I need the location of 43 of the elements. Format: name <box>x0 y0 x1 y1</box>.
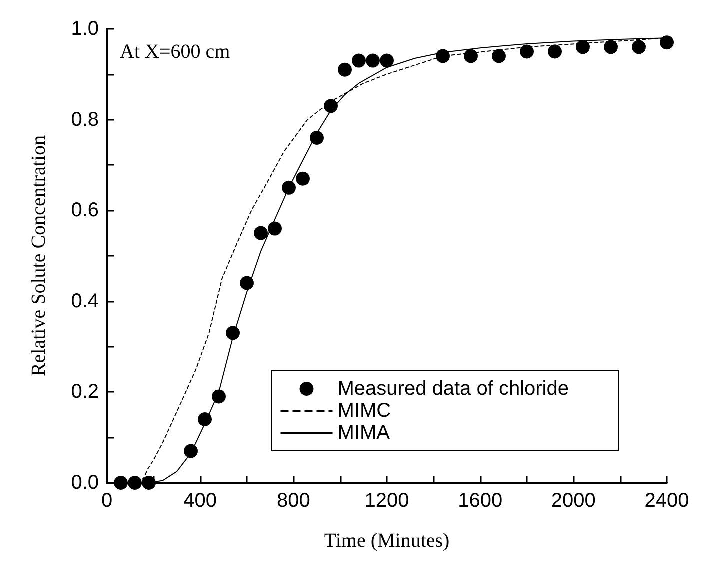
annotation: At X=600 cm <box>120 41 231 63</box>
legend-label: MIMC <box>338 400 392 422</box>
point <box>268 222 282 236</box>
point <box>380 54 394 68</box>
point <box>576 40 590 54</box>
y-tick-label: 1.0 <box>71 18 99 40</box>
point <box>548 44 562 59</box>
point <box>310 130 324 145</box>
point <box>632 40 646 54</box>
x-tick-label: 2000 <box>551 490 596 512</box>
point <box>296 172 310 186</box>
legend-label: MIMA <box>338 422 391 444</box>
point <box>464 49 478 64</box>
x-tick-label: 2400 <box>644 490 690 512</box>
legend-label: Measured data of chloride <box>338 378 569 400</box>
y-tick-label: 0.4 <box>71 290 99 312</box>
y-tick-label: 0.2 <box>71 381 99 404</box>
point <box>114 476 128 490</box>
point <box>366 54 380 68</box>
point <box>198 412 212 426</box>
y-tick-label: 0.6 <box>71 200 99 222</box>
point <box>184 444 198 458</box>
point <box>352 54 366 68</box>
point <box>212 390 226 404</box>
point <box>520 44 534 59</box>
y-tick-label: 0.0 <box>71 472 99 494</box>
point <box>492 49 506 64</box>
x-tick-label: 400 <box>184 490 218 512</box>
point <box>254 226 268 240</box>
y-axis-title: Relative Solute Concentration <box>28 135 50 377</box>
x-tick-label: 0 <box>101 490 113 512</box>
x-tick-label: 1600 <box>458 490 503 512</box>
point <box>338 62 352 77</box>
point <box>142 476 156 490</box>
y-tick-label: 0.8 <box>71 108 99 131</box>
x-tick-label: 1200 <box>364 490 410 512</box>
point <box>604 40 618 54</box>
point <box>240 276 254 290</box>
point <box>660 36 674 50</box>
x-axis-title: Time (Minutes) <box>324 530 450 552</box>
point <box>282 180 296 195</box>
x-tick-label: 800 <box>276 490 310 512</box>
point <box>226 326 240 340</box>
